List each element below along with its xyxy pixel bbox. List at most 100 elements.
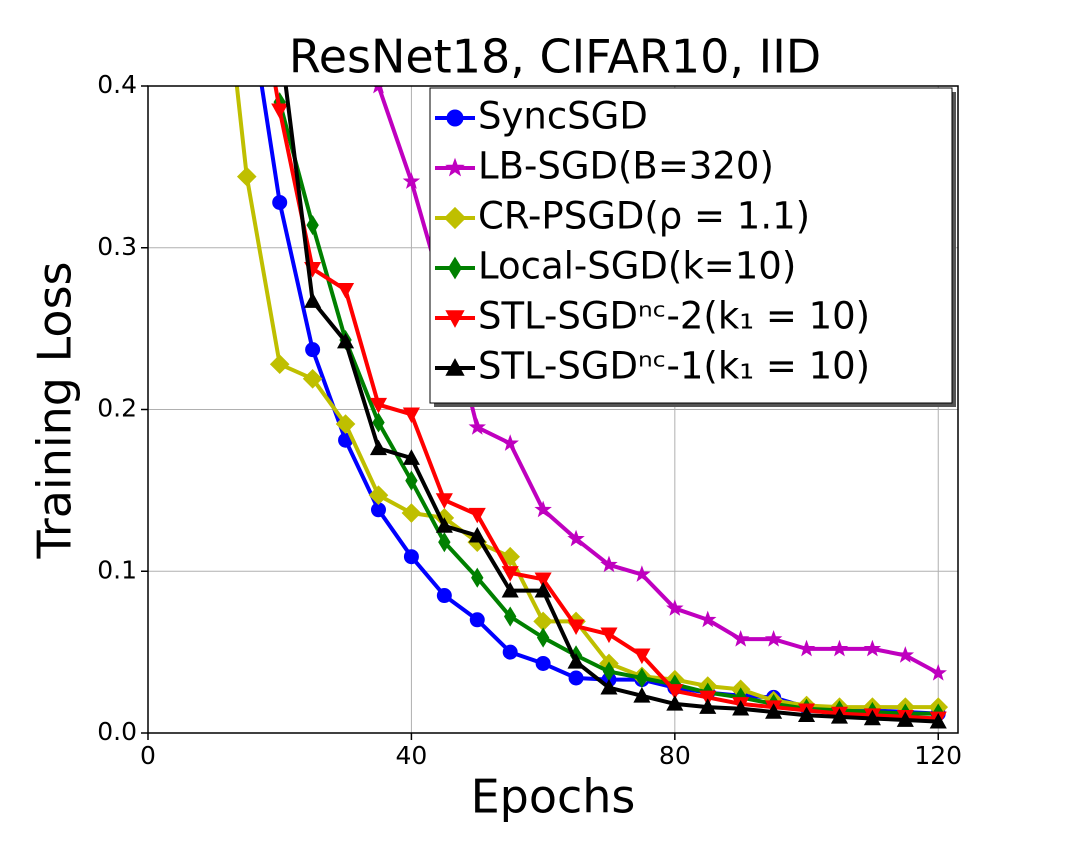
marker: [445, 310, 465, 328]
marker: [501, 581, 519, 598]
legend-label: STL-SGDⁿᶜ-2(k₁ = 10): [478, 295, 870, 338]
x-axis-label: Epochs: [471, 770, 636, 824]
y-tick-label: 0.2: [97, 394, 137, 423]
marker: [445, 358, 465, 376]
marker: [468, 526, 486, 543]
marker: [567, 529, 585, 547]
marker: [337, 283, 355, 299]
marker: [471, 567, 484, 588]
marker: [732, 699, 750, 716]
marker: [236, 166, 257, 187]
marker: [534, 500, 552, 518]
marker: [633, 687, 651, 703]
y-tick-label: 0.0: [97, 717, 137, 746]
marker: [402, 449, 420, 465]
y-tick-label: 0.3: [97, 232, 137, 261]
marker: [666, 599, 684, 616]
marker: [666, 684, 684, 700]
marker: [534, 581, 552, 598]
marker: [633, 648, 651, 665]
marker: [863, 639, 882, 657]
marker: [536, 627, 550, 648]
marker: [373, 86, 384, 94]
marker: [269, 354, 290, 375]
marker: [765, 703, 783, 719]
marker: [568, 670, 584, 686]
marker: [443, 206, 467, 230]
marker: [403, 549, 419, 565]
y-axis-label: Training Loss: [28, 261, 82, 559]
marker: [271, 103, 289, 120]
marker: [438, 532, 451, 553]
marker: [468, 418, 486, 435]
marker: [405, 470, 418, 491]
series-line: [273, 86, 939, 721]
marker: [699, 698, 717, 714]
marker: [501, 566, 519, 582]
legend-label: STL-SGDⁿᶜ-1(k₁ = 10): [478, 345, 870, 388]
marker: [302, 368, 323, 389]
marker: [666, 695, 684, 711]
marker: [435, 517, 453, 533]
marker: [863, 709, 881, 726]
marker: [501, 434, 519, 451]
marker: [500, 546, 521, 567]
x-tick-label: 40: [396, 741, 428, 770]
marker: [368, 485, 389, 506]
plot-frame: [147, 85, 959, 734]
marker: [468, 507, 486, 524]
marker: [504, 606, 517, 627]
marker: [600, 627, 618, 644]
marker: [369, 439, 388, 456]
legend-box: [429, 87, 953, 404]
marker: [305, 342, 321, 358]
marker: [401, 503, 422, 523]
marker: [797, 639, 816, 657]
marker: [448, 256, 462, 280]
marker: [402, 172, 421, 189]
marker: [535, 655, 551, 671]
marker: [304, 292, 322, 308]
x-tick-label: 120: [914, 741, 962, 770]
marker: [335, 414, 356, 434]
marker: [445, 157, 465, 177]
chart-title: ResNet18, CIFAR10, IID: [289, 30, 821, 84]
marker: [337, 332, 355, 349]
marker: [272, 194, 288, 210]
y-tick-label: 0.4: [97, 70, 137, 99]
legend-label: CR-PSGD(ρ = 1.1): [478, 195, 810, 238]
marker: [436, 588, 452, 604]
marker: [600, 678, 618, 695]
marker: [502, 644, 518, 660]
marker: [896, 646, 915, 663]
marker: [469, 612, 485, 628]
marker: [369, 397, 388, 414]
legend-label: LB-SGD(B=320): [478, 145, 774, 188]
x-tick-label: 80: [659, 741, 691, 770]
legend-label: SyncSGD: [478, 95, 648, 138]
plot-area: [234, 30, 949, 729]
marker: [764, 630, 783, 647]
marker: [699, 690, 717, 707]
marker: [435, 493, 453, 509]
y-tick-label: 0.1: [97, 555, 137, 584]
marker: [446, 109, 464, 127]
marker: [306, 215, 319, 236]
marker: [567, 653, 585, 669]
marker: [830, 708, 849, 724]
marker: [272, 30, 287, 44]
marker: [534, 572, 552, 589]
marker: [402, 407, 420, 424]
legend: SyncSGD LB-SGD(B=320) CR-PSGD(ρ = 1.1) Loca…: [429, 87, 956, 407]
marker: [699, 610, 717, 628]
marker: [633, 565, 651, 582]
marker: [731, 630, 750, 647]
marker: [600, 555, 618, 573]
marker: [372, 412, 385, 433]
legend-label: Local-SGD(k=10): [478, 245, 796, 288]
marker: [830, 639, 849, 657]
marker: [929, 663, 947, 681]
marker: [929, 712, 947, 729]
marker: [567, 619, 585, 635]
